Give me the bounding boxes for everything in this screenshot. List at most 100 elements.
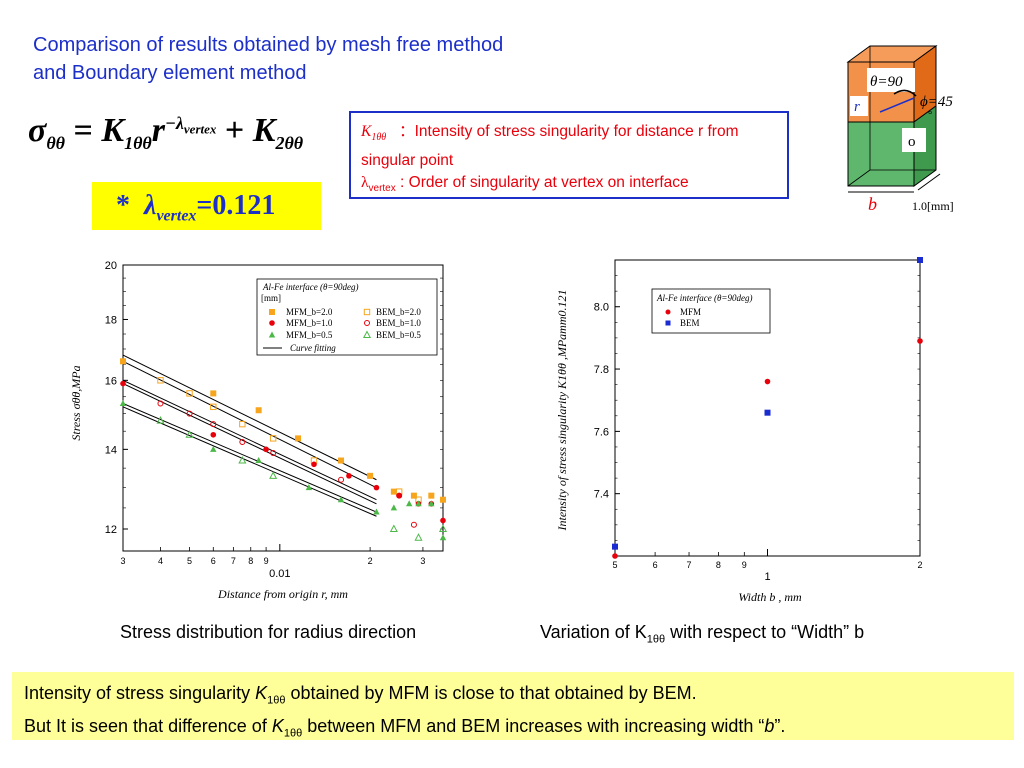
title-line-2: and Boundary element method: [33, 62, 307, 84]
concl-l2-pre: But It is seen that difference of: [24, 715, 272, 736]
data-point: [186, 390, 193, 397]
y-tick-label: 7.4: [594, 489, 609, 501]
formula-exponent-sub: vertex: [183, 121, 217, 137]
fit-line: [122, 406, 377, 517]
def-k-text: ：Intensity of stress singularity for dis…: [361, 123, 739, 169]
page-title: Comparison of results obtained by mesh f…: [33, 31, 503, 87]
legend-label: BEM_b=2.0: [376, 307, 421, 317]
theta-label-box: [867, 68, 915, 92]
formula-plus: +: [224, 112, 245, 149]
y-tick-label: 20: [105, 260, 117, 272]
data-point: [390, 504, 398, 511]
left-chart-x-ticks: 3 4 5 6 7 8 9 2 3 0.01: [120, 544, 425, 580]
data-point: [270, 450, 277, 457]
legend-marker: [268, 331, 276, 338]
lambda-value-box: * λvertex=0.121: [92, 182, 321, 230]
left-legend-header2: [mm]: [261, 293, 281, 303]
lambda-value: =0.121: [196, 190, 276, 221]
legend-marker: [363, 308, 371, 316]
right-legend-header: Al-Fe interface (θ=90deg): [656, 293, 752, 303]
formula-equals: =: [73, 112, 93, 149]
right-chart-y-ticks: 7.4 7.6 7.8 8.0: [594, 275, 920, 541]
concl-l1-post: obtained by MFM is close to that obtaine…: [285, 683, 697, 703]
legend-marker: [362, 330, 372, 338]
data-point: [612, 543, 618, 550]
b-label: b: [868, 194, 877, 214]
concl-l2-mid: between MFM and BEM increases with incre…: [302, 715, 765, 736]
data-point: [255, 457, 262, 464]
data-point: [764, 378, 771, 385]
data-point: [120, 380, 126, 387]
x-major-tick-label: 1: [764, 571, 770, 583]
definitions-box: K1θθ ：Intensity of stress singularity fo…: [349, 111, 789, 199]
left-legend-box: [256, 278, 438, 356]
left-legend-header1: Al-Fe interface (θ=90deg): [262, 282, 358, 292]
left-chart-frame: [122, 264, 444, 552]
x-major-tick-label: 0.01: [269, 568, 290, 580]
def-k-symbol: K: [361, 123, 372, 140]
x-tick-label: 2: [917, 560, 922, 570]
def-lambda-sub: vertex: [368, 183, 396, 195]
definition-lambda: λvertex : Order of singularity at vertex…: [361, 172, 777, 201]
left-chart-legend: Al-Fe interface (θ=90deg) [mm] MFM_b=2.0…: [256, 278, 438, 356]
r-label-box: [850, 96, 868, 116]
legend-label: MFM_b=1.0: [286, 318, 333, 328]
data-point: [119, 399, 127, 406]
data-point: [210, 431, 217, 438]
data-point: [210, 390, 217, 397]
data-point: [311, 461, 317, 468]
legend-marker: [364, 320, 370, 326]
legend-label: Curve fitting: [290, 343, 336, 353]
right-chart-y-label: Intensity of stress singularity K1θθ ,MP…: [555, 289, 569, 531]
data-point: [239, 439, 246, 446]
data-point: [415, 500, 422, 507]
dim-label: 1.0[mm]: [912, 199, 954, 213]
formula-sigma-sub: θθ: [46, 132, 66, 153]
data-point: [337, 496, 345, 503]
x-tick-label: 3: [420, 556, 425, 566]
y-tick-label: 14: [105, 444, 117, 456]
lambda-sub: vertex: [156, 207, 197, 225]
x-tick-label: 6: [211, 556, 216, 566]
data-point: [414, 533, 423, 541]
phi-label: ϕ=45: [920, 94, 953, 110]
formula-sigma: σ: [28, 112, 47, 149]
x-tick-label: 7: [231, 556, 236, 566]
right-chart-x-ticks: 5 6 7 8 9 2 1: [612, 549, 923, 583]
data-point: [439, 534, 447, 541]
fit-line: [122, 402, 377, 513]
k-width-chart: 7.4 7.6 7.8 8.0 5 6 7 8 9 2 1 Intensity of stress…: [555, 257, 923, 604]
data-point: [263, 446, 269, 453]
x-tick-label: 7: [687, 560, 692, 570]
data-point: [373, 484, 380, 491]
left-chart-caption: Stress distribution for radius direction: [120, 622, 417, 642]
concl-l1-pre: Intensity of stress singularity: [24, 683, 256, 703]
phi-arc: [893, 89, 917, 97]
data-point: [185, 430, 194, 438]
data-point: [612, 553, 618, 559]
r-label: r: [854, 99, 860, 115]
data-point: [396, 492, 403, 499]
y-tick-label: 16: [105, 375, 117, 387]
legend-label: MFM_b=0.5: [286, 330, 333, 340]
r-vector: [879, 97, 915, 113]
o-label-box: [902, 128, 926, 152]
x-tick-label: 3: [120, 556, 125, 566]
data-point: [428, 500, 435, 507]
star-icon: *: [116, 190, 130, 221]
y-tick-label: 18: [105, 314, 117, 326]
left-chart-fit-lines: [122, 354, 377, 517]
legend-label: MFM_b=2.0: [286, 307, 333, 317]
def-lambda-text: : Order of singularity at vertex on inte…: [395, 174, 689, 192]
fit-line: [122, 379, 377, 501]
right-caption-pre: Variation of K: [540, 622, 647, 642]
data-point: [764, 409, 771, 416]
y-tick-label: 12: [105, 524, 117, 536]
def-lambda-symbol: λ: [361, 174, 369, 192]
data-point: [338, 476, 345, 483]
data-point: [156, 416, 165, 424]
data-point: [305, 484, 313, 491]
y-tick-label: 7.8: [594, 364, 609, 376]
fit-line: [122, 383, 377, 505]
theta-label: θ=90: [870, 74, 903, 90]
